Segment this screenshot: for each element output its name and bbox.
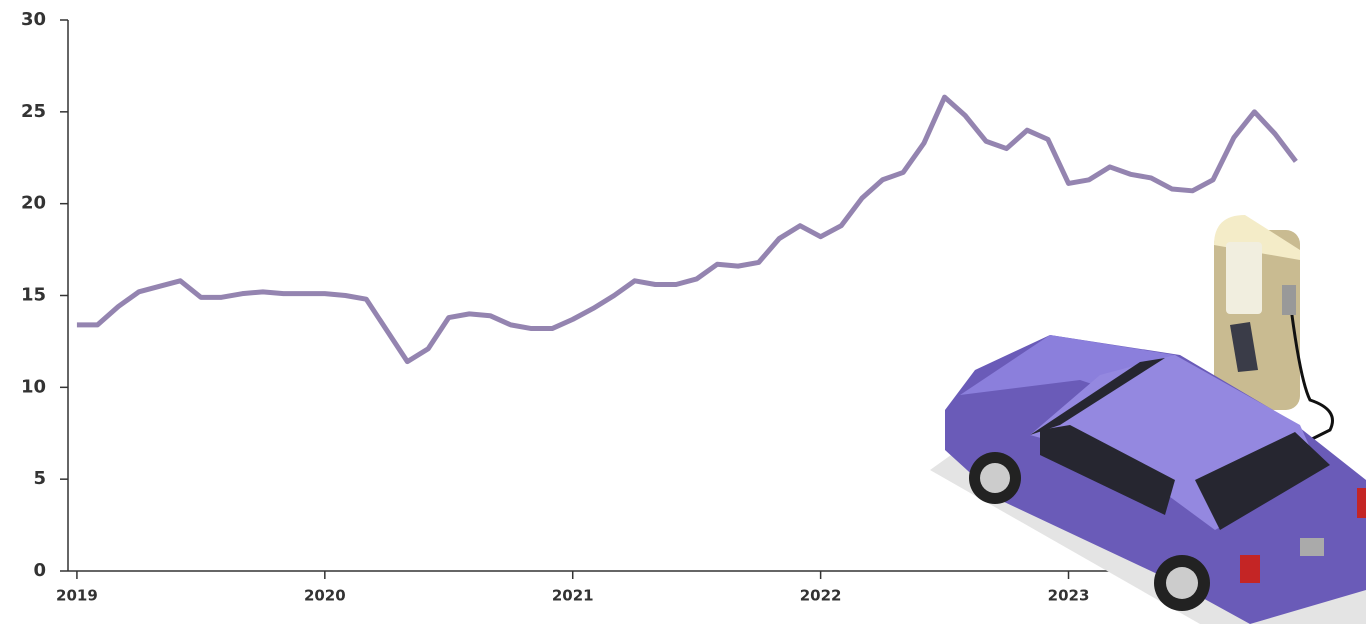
y-tick-label: 0 (33, 560, 46, 581)
y-tick-label: 25 (21, 101, 46, 122)
x-tick-label: 2021 (552, 587, 594, 605)
y-tick-label: 10 (21, 376, 46, 397)
plot: 0 5 10 15 20 25 30 2019 2020 2021 2022 2023 (21, 9, 1366, 605)
x-tick-label: 2022 (800, 587, 842, 605)
data-line (76, 94, 1298, 365)
car-illustration (930, 215, 1366, 624)
x-tick-label: 2020 (304, 587, 346, 605)
y-tick-label: 20 (21, 193, 46, 214)
x-tick-label: 2023 (1048, 587, 1090, 605)
y-tick-label: 30 (21, 9, 46, 30)
x-tick-label: 2019 (56, 587, 98, 605)
y-tick-label: 15 (21, 285, 46, 306)
y-tick-label: 5 (33, 468, 46, 489)
